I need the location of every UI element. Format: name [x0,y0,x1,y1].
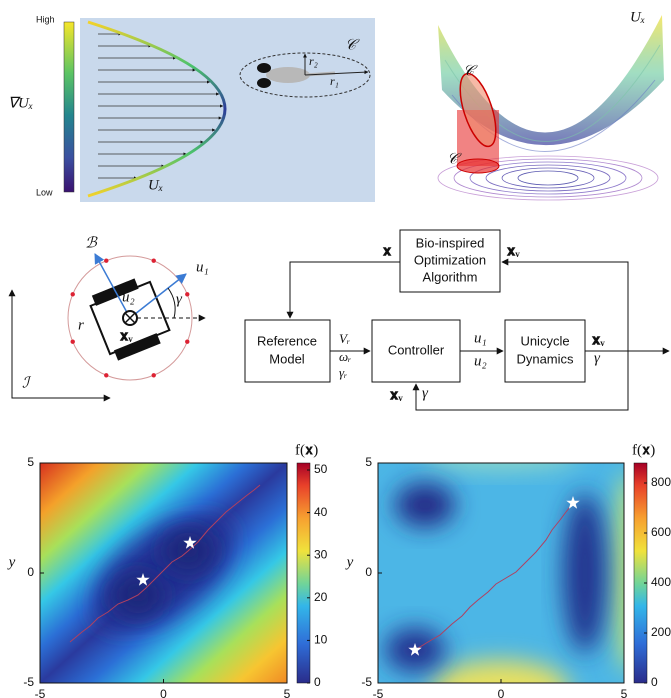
fish-eye [257,78,271,88]
colorbar-high: High [36,14,55,24]
position-label: 𝐱ᵥ [119,328,133,344]
x-tick-label: -5 [373,687,384,698]
sensor [185,292,189,296]
signal-label: 𝐱ᵥ [389,387,403,403]
block-label: Model [269,351,305,366]
contour [518,171,578,185]
contour [486,165,610,191]
y-tick-label: 5 [365,455,372,469]
cylinder-base [457,159,499,173]
heading-label: γ [176,291,183,307]
block-label: Dynamics [516,351,574,366]
panel-block-diagram: Bio-inspired Optimization Algorithm Refe… [245,230,669,410]
x-tick-label: 0 [498,687,505,698]
sensor [185,340,189,344]
sensor [104,373,108,377]
heatmap-ridge [420,440,580,470]
block-label: Reference [257,333,317,348]
y-tick-label: 0 [27,565,34,579]
signal-label: γ [594,350,601,366]
x-tick-label: 0 [160,687,167,698]
radius-minor-label: r₂ [309,54,318,68]
block-label: Controller [388,342,445,357]
block-label: Unicycle [520,333,569,348]
signal-arrow [290,262,400,318]
colorbar-low: Low [36,187,53,197]
signal-label: u₁ [474,330,487,346]
block-label: Algorithm [423,269,478,284]
colorbar-tick-label: 0 [314,675,321,689]
colorbar-tick-label: 600 [651,525,671,539]
signal-label: u₂ [474,353,487,369]
page: {"panel_a": {"colorbar_high": "High", "c… [0,0,671,698]
block-label: Optimization [414,252,486,267]
panel-flow: High Low ∇Uₓ Uₓ r₁ r₂ 𝒞 [8,14,375,202]
input-u1-label: u₁ [196,259,209,275]
fish-body [266,67,310,83]
colorbar [634,463,647,683]
signal-label: ωᵣ [339,349,351,364]
y-tick-label: 5 [27,455,34,469]
x-tick-label: 5 [621,687,628,698]
y-tick-label: -5 [361,675,372,689]
sensor [152,373,156,377]
colorbar-tick-label: 800 [651,475,671,489]
inertial-frame-label: ℐ [22,375,32,391]
signal-label: γᵣ [339,365,347,380]
y-axis-label: y [345,554,354,570]
sensor [152,259,156,263]
heatmap-left [40,463,287,683]
panel-surface: Uₓ 𝒞 𝒞 [438,9,664,200]
block-label: Bio-inspired [416,235,485,250]
curve-label: Uₓ [148,177,163,193]
panel-robot: ℐ ℬ u₁ u₂ 𝐱ᵥ γ r [12,235,209,398]
colorbar-tick-label: 50 [314,462,328,476]
heatmap-basin [395,483,455,527]
colorbar-tick-label: 0 [651,675,658,689]
colorbar-tick-label: 200 [651,625,671,639]
x-tick-label: 5 [284,687,291,698]
sensor [104,259,108,263]
colorbar-tick-label: 30 [314,547,328,561]
heatmap-basin [563,493,607,653]
x-tick-label: -5 [35,687,46,698]
y-tick-label: -5 [23,675,34,689]
sensor [71,292,75,296]
signal-label: Vᵣ [339,331,350,346]
colorbar-tick-label: 400 [651,575,671,589]
fish-eye [257,63,271,73]
colorbar [297,463,310,683]
signal-label: 𝐱ᵥ [591,332,605,348]
colorbar-tick-label: 20 [314,590,328,604]
input-u2-label: u₂ [122,289,135,305]
body-frame-label: ℬ [85,235,98,251]
colorbar-label: ∇Uₓ [8,95,33,111]
colorbar-tick-label: 40 [314,505,328,519]
sensor [71,340,75,344]
gradient-colorbar [64,22,74,192]
figure: High Low ∇Uₓ Uₓ r₁ r₂ 𝒞 Uₓ 𝒞 𝒞 ℐ ℬ u₁ u₂… [0,0,671,698]
colorbar-label: f(𝐱) [295,442,318,458]
heading-arc [168,288,175,318]
signal-label: 𝐱 [382,243,392,259]
y-tick-label: 0 [365,565,372,579]
radius-label: r [78,317,84,333]
y-axis-label: y [7,554,16,570]
colorbar-label: f(𝐱) [632,442,655,458]
colorbar-tick-label: 10 [314,633,328,647]
radius-major-label: r₁ [330,74,339,88]
signal-label: 𝐱ᵥ [506,243,520,259]
signal-label: γ [422,385,429,401]
heatmap-right [378,440,648,698]
surface-label: Uₓ [630,9,645,25]
